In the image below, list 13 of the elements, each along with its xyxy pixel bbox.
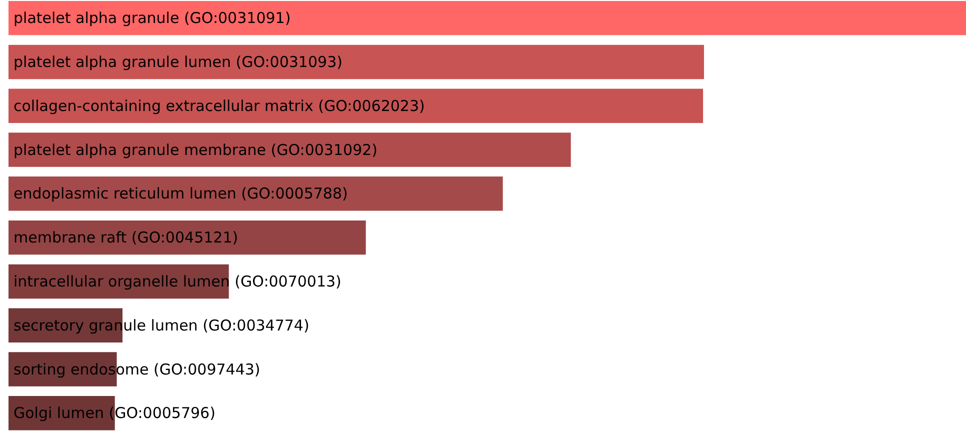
bar — [8, 0, 966, 36]
y-tick-label: endoplasmic reticulum lumen (GO:0005788) — [14, 184, 348, 203]
y-tick-label: intracellular organelle lumen (GO:0070013) — [14, 272, 342, 290]
y-tick-label: collagen-containing extracellular matrix (GO:0062023) — [14, 96, 425, 115]
bar — [8, 220, 366, 255]
y-tick-label: platelet alpha granule lumen (GO:0031093) — [14, 52, 342, 71]
y-tick-label: membrane raft (GO:0045121) — [14, 228, 238, 247]
y-tick-label: platelet alpha granule (GO:0031091) — [14, 9, 291, 28]
bar — [8, 176, 503, 211]
bar — [8, 132, 571, 167]
bar — [8, 88, 704, 123]
bar — [8, 44, 704, 80]
y-tick-label: platelet alpha granule membrane (GO:0031092) — [14, 140, 378, 159]
